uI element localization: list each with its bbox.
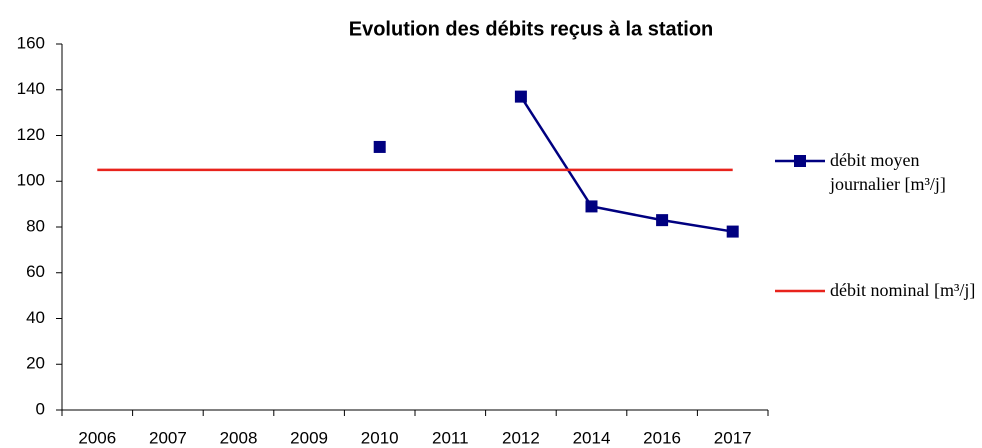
x-tick-label: 2012 [502, 428, 540, 447]
x-tick-label: 2014 [573, 428, 611, 447]
y-tick-label: 40 [26, 308, 45, 327]
y-tick-label: 120 [17, 125, 45, 144]
x-tick-label: 2006 [78, 428, 116, 447]
y-tick-label: 60 [26, 262, 45, 281]
legend-label: débit moyen journalier [m³/j] [830, 150, 946, 194]
point-marker [373, 140, 386, 153]
point-marker [585, 200, 598, 213]
legend-marker [794, 155, 806, 167]
x-tick-label: 2007 [149, 428, 187, 447]
x-tick-label: 2016 [643, 428, 681, 447]
point-marker [514, 90, 527, 103]
x-tick-label: 2009 [290, 428, 328, 447]
y-tick-label: 80 [26, 216, 45, 235]
x-tick-label: 2008 [220, 428, 258, 447]
y-tick-label: 0 [36, 399, 45, 418]
legend-label: débit nominal [m³/j] [830, 280, 976, 300]
chart-title: Evolution des débits reçus à la station [349, 18, 714, 40]
point-marker [726, 225, 739, 238]
y-tick-label: 20 [26, 354, 45, 373]
series-line [519, 95, 733, 233]
x-tick-label: 2010 [361, 428, 399, 447]
y-tick-label: 140 [17, 79, 45, 98]
point-marker [656, 214, 669, 227]
x-tick-label: 2011 [432, 428, 469, 447]
y-tick-label: 100 [17, 171, 45, 190]
x-tick-label: 2017 [714, 428, 752, 447]
y-tick-label: 160 [17, 33, 45, 52]
